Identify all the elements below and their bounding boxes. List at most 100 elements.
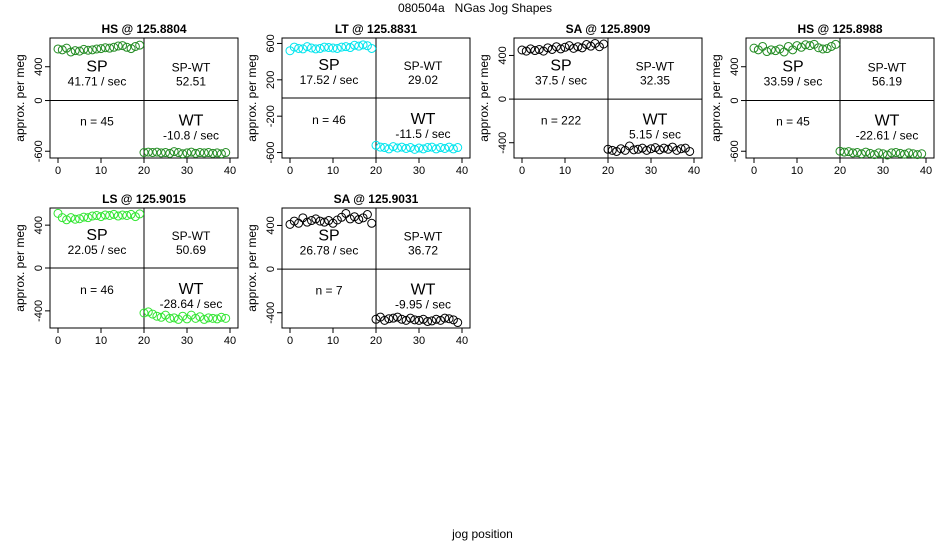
x-tick-label: 10 [95,335,107,347]
data-point [380,315,390,325]
x-tick-label: 30 [413,165,425,177]
data-point [350,40,359,50]
data-point [796,42,806,52]
y-tick-label: 0 [33,265,45,271]
data-point [354,41,364,51]
sp-rate: 26.78 / sec [300,244,359,258]
data-point [92,211,102,220]
data-point [771,46,780,56]
data-point [526,44,536,54]
data-point [113,211,123,221]
wt-label: WT [411,111,436,128]
data-point [882,150,892,160]
data-point [629,145,639,155]
x-tick-label: 10 [327,335,339,347]
data-point [397,142,407,152]
data-point [393,143,402,153]
y-tick-label: 400 [265,216,277,234]
spwt-value: 56.19 [872,74,902,88]
data-point [208,313,218,323]
data-point [92,44,102,54]
data-point [126,44,136,54]
data-point [405,313,415,323]
data-point [852,148,862,158]
wt-label: WT [179,112,204,129]
data-point [311,44,321,54]
data-point [70,46,80,56]
y-tick-label: 0 [497,96,509,102]
wt-rate: -10.8 / sec [163,128,219,142]
data-point [371,140,381,150]
data-point [96,212,106,222]
y-axis-label: approx. per meg [477,54,491,141]
y-tick-label: -600 [265,142,277,164]
data-point [165,313,175,323]
chart-panel: LT @ 125.8831 0 10 20 30 40 -600 -200 200 600 appr… [245,22,471,177]
n-count: n = 7 [315,284,342,298]
data-point [805,41,815,51]
y-tick-label: 200 [265,71,277,89]
wt-label: WT [643,112,668,129]
sp-label: SP [318,228,339,245]
sp-label: SP [86,227,107,244]
data-point [401,143,411,153]
data-point [289,42,299,52]
data-point [75,214,84,224]
data-point [87,45,97,55]
data-point [676,144,686,154]
data-point [375,142,385,152]
data-point [126,209,136,219]
data-point [53,44,63,54]
y-tick-label: -400 [497,132,509,154]
chart-title: LT @ 125.8831 [335,22,418,36]
spwt-label: SP-WT [404,59,443,73]
data-point [766,45,776,55]
data-point [204,313,213,323]
data-point [384,314,394,324]
chart-panel: HS @ 125.8988 0 10 20 30 40 -600 0 400 approx. pe… [709,22,935,177]
sp-rate: 33.59 / sec [764,74,823,88]
wt-rate: -28.64 / sec [160,297,223,311]
data-point [655,145,665,155]
data-point [453,318,463,328]
data-point [861,147,871,157]
wt-rate: -9.95 / sec [395,298,451,312]
data-point [195,148,205,158]
data-point [109,42,119,52]
data-point [646,144,656,154]
data-point [53,208,63,218]
data-point [341,42,351,52]
data-point [83,213,93,223]
spwt-label: SP-WT [172,229,211,243]
x-axis-label: jog position [452,527,513,541]
data-point [444,142,454,152]
data-point [607,145,617,155]
data-point [75,46,84,56]
chart-title: HS @ 125.8804 [101,22,186,36]
sp-rate: 17.52 / sec [300,73,359,87]
data-point [294,218,304,228]
data-point [556,44,566,54]
n-count: n = 46 [312,113,346,127]
data-point [543,43,553,53]
data-point [887,148,897,158]
data-point [848,148,858,158]
data-point [801,40,811,50]
data-point [298,213,308,223]
data-point [423,316,433,326]
data-point [865,148,875,158]
data-point [83,45,93,55]
data-point [779,47,789,57]
data-point [341,208,351,218]
data-point [672,145,682,155]
wt-label: WT [875,112,900,129]
data-point [143,307,153,317]
x-tick-label: 40 [688,165,700,177]
data-point [448,144,458,154]
data-point [685,146,695,156]
data-point [298,44,308,54]
spwt-value: 36.72 [408,244,438,258]
data-point [414,315,424,325]
wt-rate: -22.61 / sec [856,128,919,142]
data-point [332,43,342,53]
